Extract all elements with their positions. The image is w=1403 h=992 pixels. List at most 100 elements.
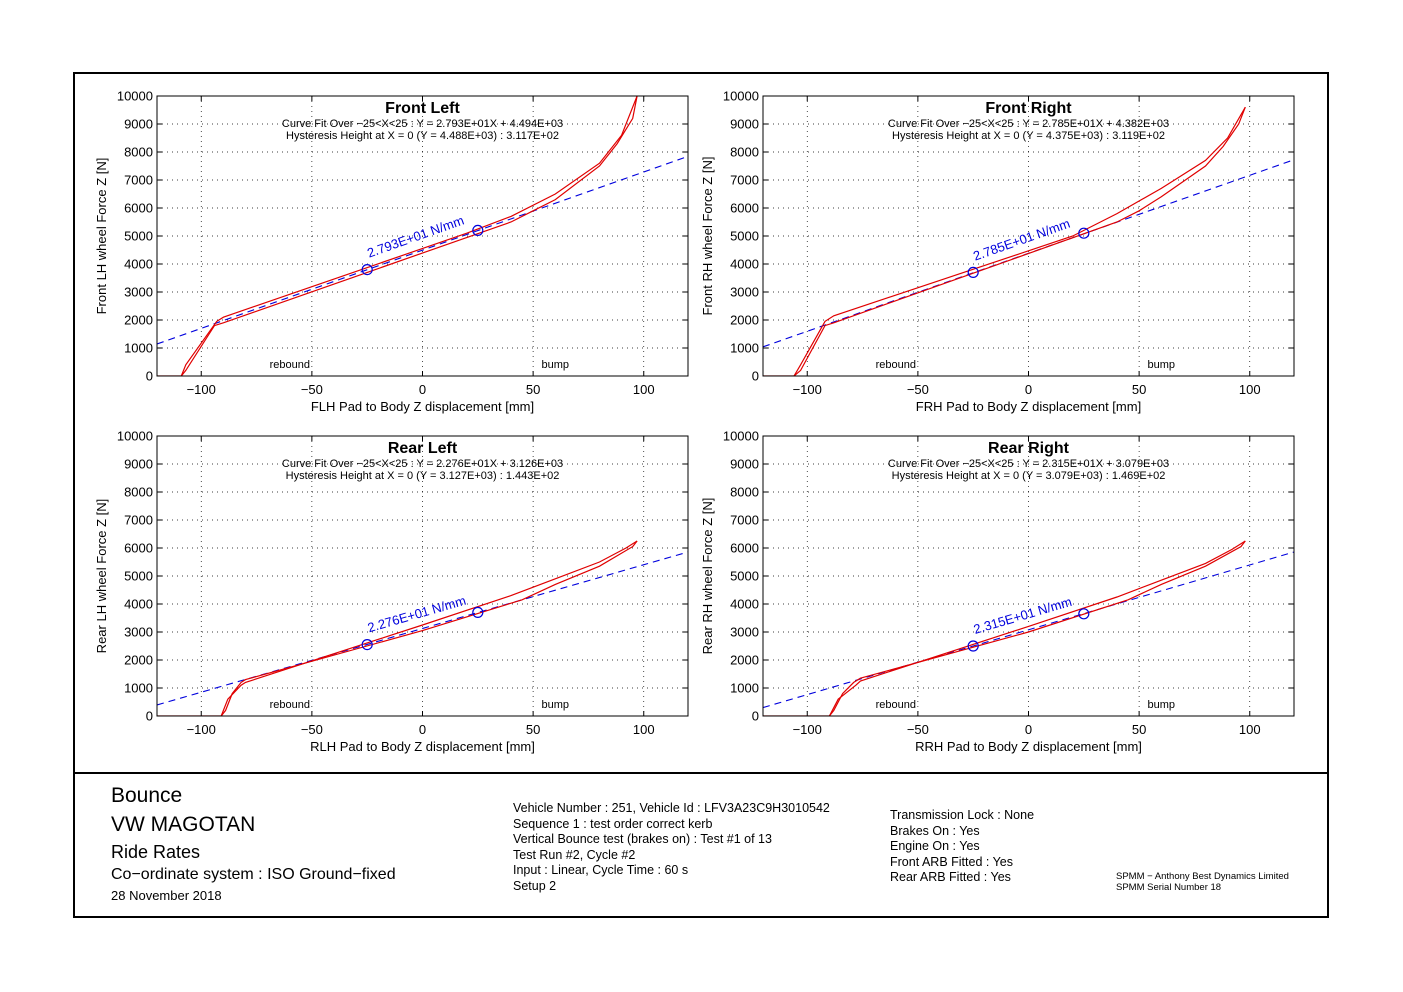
measured-curve	[220, 540, 638, 716]
y-tick-label: 6000	[124, 541, 153, 556]
setting-line: Transmission Lock : None	[890, 808, 1035, 822]
y-tick-label: 3000	[730, 285, 759, 300]
y-tick-label: 2000	[124, 653, 153, 668]
y-tick-label: 0	[146, 369, 153, 384]
y-tick-label: 5000	[124, 229, 153, 244]
y-tick-label: 1000	[730, 681, 759, 696]
y-tick-label: 10000	[723, 89, 759, 104]
setting-line: Brakes On : Yes	[890, 823, 980, 838]
y-tick-label: 7000	[730, 173, 759, 188]
y-tick-label: 4000	[730, 597, 759, 612]
fit-label: 2.315E+01 N/mm	[972, 594, 1074, 637]
y-tick-label: 5000	[730, 569, 759, 584]
x-tick-label: 0	[419, 382, 426, 397]
fit-marker	[361, 638, 373, 651]
x-axis-label: FRH Pad to Body Z displacement [mm]	[916, 399, 1141, 414]
fit-line	[157, 551, 688, 706]
rebound-label: rebound	[876, 359, 916, 371]
y-tick-label: 7000	[730, 513, 759, 528]
y-tick-label: 0	[752, 709, 759, 724]
measured-curve	[793, 106, 1246, 376]
fit-label: 2.793E+01 N/mm	[365, 213, 466, 261]
y-tick-label: 10000	[723, 429, 759, 444]
footer-title: Bounce	[111, 784, 183, 807]
test-info-line: Test Run #2, Cycle #2	[513, 847, 636, 862]
x-tick-label: 0	[1025, 382, 1032, 397]
chart-panel: 2.315E+01 N/mm−100 −50 0 50 1000100020003000…	[700, 429, 1295, 754]
x-tick-label: 50	[526, 382, 540, 397]
y-tick-label: 4000	[124, 257, 153, 272]
company-line: SPMM − Anthony Best Dynamics Limited	[1116, 871, 1289, 882]
test-info-line: Vertical Bounce test (brakes on) : Test …	[513, 832, 772, 846]
y-tick-label: 2000	[730, 653, 759, 668]
y-tick-label: 4000	[730, 257, 759, 272]
footer-divider	[73, 772, 1329, 774]
setting-line: Rear ARB Fitted : Yes	[890, 870, 1011, 884]
y-tick-label: 9000	[124, 117, 153, 132]
x-tick-label: 50	[1132, 722, 1146, 737]
measured-curve	[180, 96, 638, 376]
footer-coordinate-system: Co−ordinate system : ISO Ground−fixed	[111, 866, 396, 883]
x-tick-label: 100	[1239, 722, 1261, 737]
x-tick-label: 50	[526, 722, 540, 737]
y-tick-label: 2000	[730, 313, 759, 328]
hysteresis-annotation: Hysteresis Height at X = 0 (Y = 3.079E+0…	[892, 470, 1166, 482]
curve-fit-annotation: Curve Fit Over −25<X<25 : Y = 2.315E+01X…	[888, 458, 1169, 470]
y-tick-label: 8000	[730, 145, 759, 160]
x-tick-label: 100	[633, 722, 655, 737]
y-tick-label: 10000	[117, 89, 153, 104]
bump-label: bump	[541, 359, 569, 371]
x-tick-label: −100	[793, 382, 822, 397]
chart-panel: 2.793E+01 N/mm−100 −50 0 50 1000100020003000…	[94, 89, 689, 414]
fit-label: 2.276E+01 N/mm	[366, 593, 468, 636]
test-info-line: Setup 2	[513, 878, 557, 893]
setting-line: Front ARB Fitted : Yes	[890, 854, 1013, 869]
bump-label: bump	[541, 699, 569, 711]
setting-line: Engine On : Yes	[890, 839, 980, 853]
measured-curve	[763, 540, 1246, 716]
y-tick-label: 5000	[730, 229, 759, 244]
y-tick-label: 6000	[730, 201, 759, 216]
x-axis-label: RLH Pad to Body Z displacement [mm]	[310, 739, 535, 754]
y-tick-label: 9000	[730, 117, 759, 132]
curve-fit-annotation: Curve Fit Over −25<X<25 : Y = 2.276E+01X…	[282, 458, 563, 470]
hysteresis-annotation: Hysteresis Height at X = 0 (Y = 3.127E+0…	[286, 470, 560, 482]
footer-company: SPMM − Anthony Best Dynamics Limited SPM…	[1116, 871, 1289, 893]
y-axis-label: Front RH wheel Force Z [N]	[700, 157, 715, 316]
y-axis-label: Rear LH wheel Force Z [N]	[94, 499, 109, 654]
test-info-line: Sequence 1 : test order correct kerb	[513, 816, 713, 831]
y-tick-label: 8000	[124, 145, 153, 160]
y-tick-label: 7000	[124, 513, 153, 528]
y-tick-label: 7000	[124, 173, 153, 188]
y-tick-label: 3000	[730, 625, 759, 640]
y-tick-label: 6000	[124, 201, 153, 216]
fit-marker	[472, 224, 484, 236]
x-tick-label: −50	[301, 722, 323, 737]
fit-line	[763, 551, 1294, 709]
x-tick-label: −100	[187, 382, 216, 397]
fit-marker	[1078, 227, 1090, 239]
x-tick-label: −100	[187, 722, 216, 737]
x-tick-label: 0	[1025, 722, 1032, 737]
y-tick-label: 0	[752, 369, 759, 384]
x-tick-label: −50	[907, 382, 929, 397]
chart-panel: 2.785E+01 N/mm−100 −50 0 50 1000100020003000…	[700, 89, 1295, 414]
test-info-line: Input : Linear, Cycle Time : 60 s	[513, 863, 689, 877]
y-tick-label: 3000	[124, 285, 153, 300]
curve-fit-annotation: Curve Fit Over −25<X<25 : Y = 2.793E+01X…	[282, 118, 563, 130]
hysteresis-annotation: Hysteresis Height at X = 0 (Y = 4.488E+0…	[286, 130, 559, 142]
y-tick-label: 9000	[124, 457, 153, 472]
chart-title: Rear Right	[988, 440, 1070, 457]
measured-curve	[828, 540, 1246, 716]
y-tick-label: 1000	[730, 341, 759, 356]
rebound-label: rebound	[270, 699, 310, 711]
rebound-label: rebound	[270, 359, 310, 371]
x-tick-label: −50	[907, 722, 929, 737]
y-tick-label: 1000	[124, 341, 153, 356]
y-tick-label: 3000	[124, 625, 153, 640]
footer-test-info: Vehicle Number : 251, Vehicle Id : LFV3A…	[513, 801, 830, 894]
y-axis-label: Rear RH wheel Force Z [N]	[700, 498, 715, 655]
y-tick-label: 4000	[124, 597, 153, 612]
x-tick-label: 100	[1239, 382, 1261, 397]
